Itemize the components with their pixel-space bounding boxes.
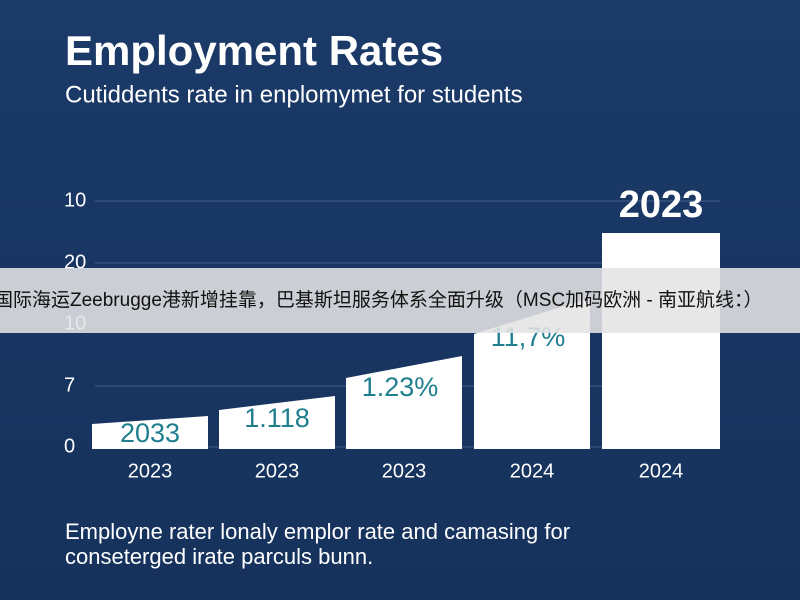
y-tick-label: 0 <box>64 435 75 457</box>
category-label: 2024 <box>639 460 684 482</box>
title: Employment Rates <box>65 27 443 74</box>
bar <box>474 298 590 449</box>
category-label: 2024 <box>510 460 555 482</box>
caption-line: Employne rater lonaly emplor rate and ca… <box>65 519 570 544</box>
bar-label: 2023 <box>619 184 704 226</box>
bar <box>602 233 720 449</box>
bar-label: 1.23% <box>362 372 439 402</box>
category-label: 2023 <box>382 460 427 482</box>
bar <box>219 396 335 449</box>
y-tick-label: 10 <box>64 189 86 211</box>
y-tick-label: 7 <box>64 374 75 396</box>
bar <box>346 356 462 449</box>
banner-text: 国际海运Zeebrugge港新增挂靠，巴基斯坦服务体系全面升级（MSC加码欧洲 … <box>0 289 763 311</box>
y-tick-label: 20 <box>64 251 86 273</box>
bar-label: 1.118 <box>244 403 310 433</box>
overlay-banner <box>0 268 800 333</box>
caption-line: conseterged irate parculs bunn. <box>65 544 373 569</box>
subtitle: Cutiddents rate in enplomymet for studen… <box>65 81 523 108</box>
category-label: 2023 <box>255 460 300 482</box>
bar <box>92 416 208 449</box>
bar-label: 2033 <box>120 418 180 448</box>
category-label: 2023 <box>128 460 173 482</box>
